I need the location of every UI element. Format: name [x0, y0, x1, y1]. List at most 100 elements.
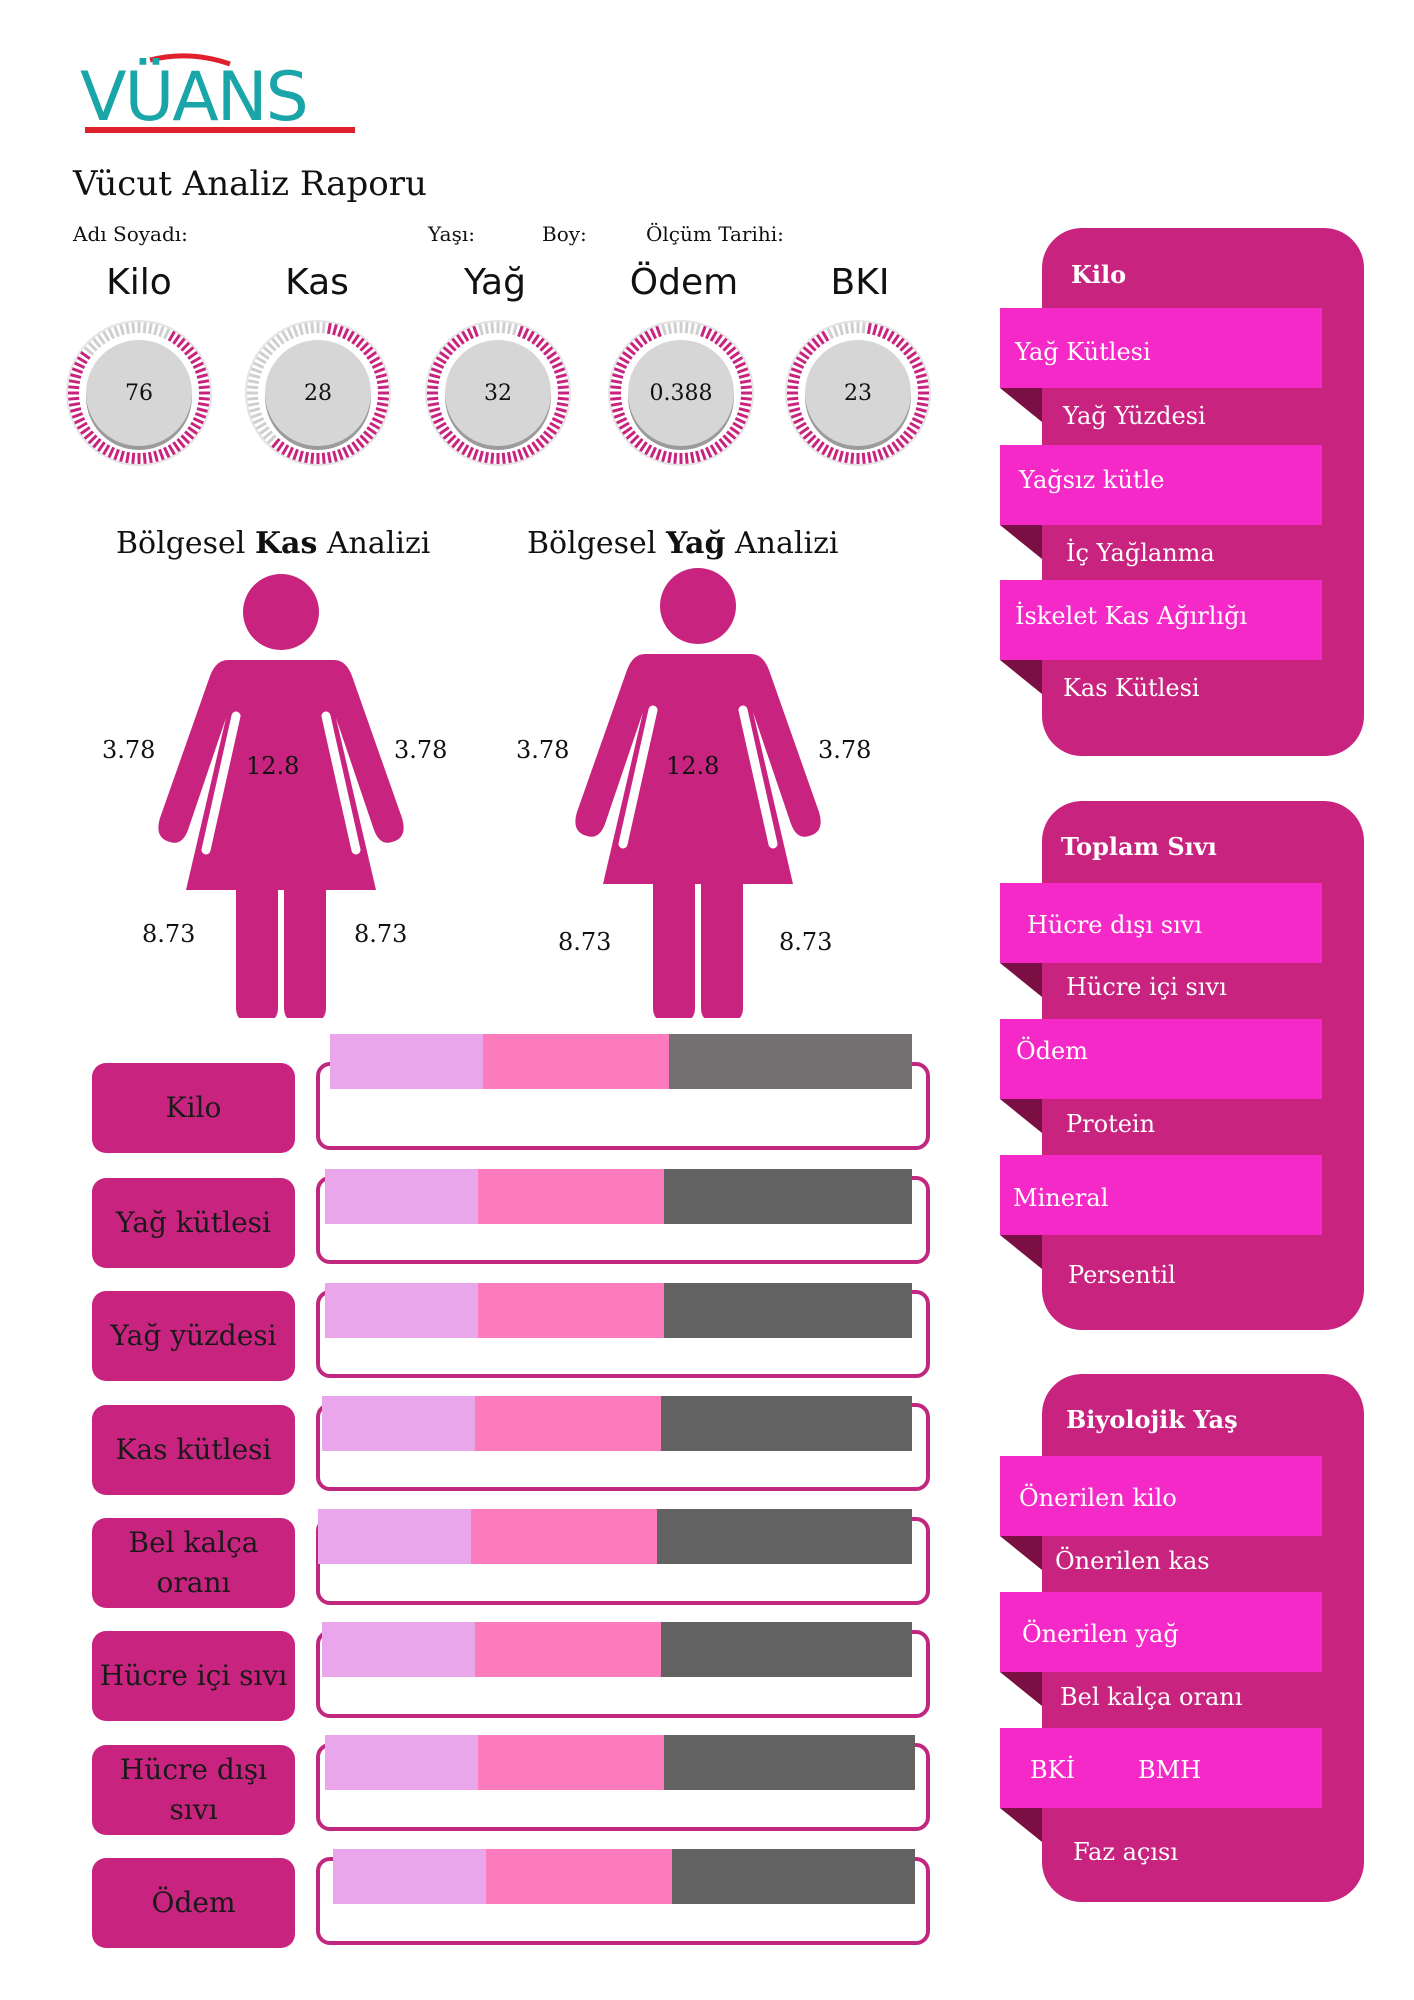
gauge-tick [795, 421, 807, 430]
gauge-tick [917, 385, 929, 390]
gauge-tick [427, 396, 439, 401]
gauge-tick [438, 426, 450, 435]
gauge-tick [734, 416, 746, 425]
bar-segment-low [318, 1509, 471, 1564]
gauge-tick [83, 430, 95, 440]
gauge-tick [76, 356, 88, 365]
gauge-tick [292, 448, 299, 461]
gauge-disc [805, 340, 911, 446]
bar-segment-low [322, 1622, 475, 1677]
ribbon-yagsiz-kutle [1000, 445, 1322, 525]
gauge-tick [906, 351, 918, 360]
gauge-tick [70, 407, 82, 413]
gauge-tick [911, 416, 923, 425]
gauge-value-kilo: 76 [125, 380, 153, 406]
gauge-tick [911, 361, 923, 370]
gauge-tick [714, 441, 723, 453]
gauge-tick [556, 401, 569, 407]
gauge-tick [147, 451, 153, 464]
gauge-tick [68, 396, 80, 401]
gauge-tick [877, 448, 884, 461]
gauge-tick [187, 426, 199, 435]
gauge-tick [194, 367, 207, 374]
gauge-tick [377, 385, 389, 390]
gauge-tick [549, 421, 561, 430]
gauge-tick [355, 437, 365, 449]
gauge-tick [789, 373, 801, 379]
gauge-tick [433, 361, 445, 370]
gauge-tick [102, 444, 111, 456]
gauge-tick [899, 341, 910, 352]
gauge-tick [850, 322, 855, 334]
gauge-tick [332, 450, 338, 462]
gauge-tick [351, 441, 360, 453]
ribbon-text-bki: BKİ [1030, 1756, 1076, 1784]
gauge-tick [881, 328, 890, 340]
ribbon-fold [1000, 1536, 1042, 1570]
gauge-tick [555, 407, 567, 413]
gauge-tick [71, 412, 84, 419]
gauge-tick [97, 333, 106, 345]
gauge-tick [131, 452, 136, 464]
gauge-tick [172, 441, 181, 453]
gauge-tick [501, 322, 506, 334]
gauge-tick [427, 385, 439, 390]
gauge-tick [718, 437, 728, 449]
gauge-tick [371, 416, 383, 425]
gauge-tick [517, 448, 524, 461]
gauge-tick [826, 446, 835, 458]
gauge-tick [616, 416, 628, 425]
gauge-tick [68, 379, 81, 385]
gauge-tick [484, 451, 490, 464]
row-label-kilo: Kilo [92, 1063, 295, 1153]
row-bar-yag-kutlesi [325, 1169, 912, 1224]
gauge-tick [618, 356, 630, 365]
bar-segment-normal [475, 1396, 661, 1451]
gauge-tick [906, 426, 918, 435]
gauge-tick [253, 361, 265, 370]
sub-text-bel-kalca: Bel kalça oranı [1060, 1683, 1243, 1711]
gauge-disc [445, 340, 551, 446]
gauge-tick [700, 448, 707, 461]
ribbon-fold [1000, 1808, 1042, 1842]
gauge-tick [684, 322, 689, 334]
gauge-tick [915, 373, 927, 379]
gauge-tick [684, 452, 689, 464]
fat-right-leg: 8.73 [779, 928, 833, 956]
gauge-tick [478, 450, 484, 462]
gauge-tick [298, 450, 304, 462]
gauge-tick [79, 351, 91, 360]
gauge-tick [821, 444, 830, 456]
height-label: Boy: [542, 222, 587, 246]
gauge-tick [861, 452, 866, 464]
gauge-tick [176, 337, 186, 349]
gauge-tick [629, 341, 640, 352]
gauge-tick [613, 367, 626, 374]
gauge-tick [442, 430, 454, 440]
gauge-tick [125, 451, 131, 464]
gauge-tick [913, 367, 926, 374]
gauge-tick [729, 426, 741, 435]
gauge-tick [472, 325, 479, 338]
gauge-tick [625, 430, 637, 440]
gauge-tick [872, 324, 878, 336]
gauge-tick [787, 396, 799, 401]
gauge-tick [861, 322, 866, 334]
muscle-left-arm: 3.78 [102, 736, 156, 764]
gauge-tick [673, 452, 678, 464]
name-label: Adı Soyadı: [73, 222, 188, 246]
gauge-tick [553, 412, 566, 419]
gauge-tick [310, 322, 315, 334]
gauge-tick [119, 450, 125, 462]
gauge-tick [689, 451, 695, 464]
row-bar-bel-kalca [318, 1509, 912, 1564]
muscle-analysis-title: Bölgesel Kas Analizi [116, 526, 431, 561]
gauge-tick [429, 373, 441, 379]
gauge-tick [838, 324, 844, 336]
gauge-tick [158, 325, 165, 338]
gauge-tick [83, 346, 95, 356]
fat-analysis-title: Bölgesel Yağ Analizi [527, 526, 839, 561]
gauge-tick [844, 322, 850, 335]
gauge-tick [196, 373, 208, 379]
gauge-tick [738, 373, 750, 379]
